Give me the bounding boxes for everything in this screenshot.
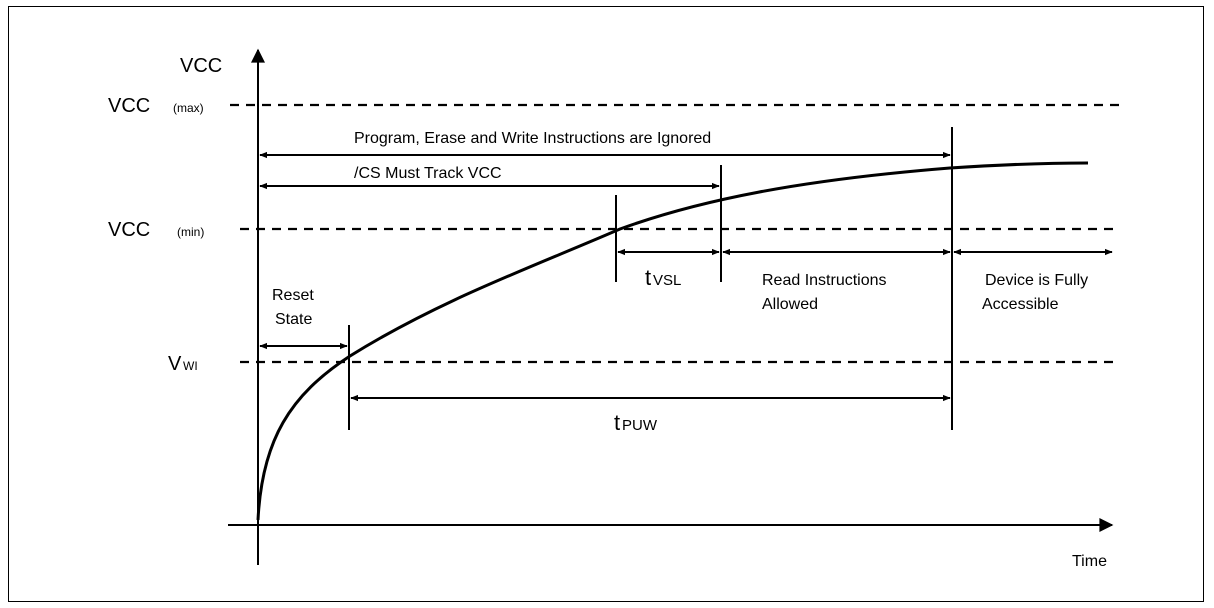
tpuw-label: t PUW	[614, 410, 658, 435]
svg-text:VSL: VSL	[653, 272, 681, 289]
y-axis-label: VCC	[180, 55, 222, 77]
cs-track-label: /CS Must Track VCC	[354, 165, 502, 182]
svg-text:VCC: VCC	[108, 95, 150, 117]
svg-text:Accessible: Accessible	[982, 296, 1059, 313]
read-allowed-label: Read Instructions Allowed	[762, 272, 887, 313]
tvsl-label: t VSL	[645, 265, 681, 290]
vcc-max-label: VCC (max)	[108, 95, 204, 117]
svg-text:(max): (max)	[173, 101, 204, 115]
svg-text:Read Instructions: Read Instructions	[762, 272, 887, 289]
svg-text:t: t	[614, 410, 620, 435]
svg-text:Allowed: Allowed	[762, 296, 818, 313]
vcc-rise-curve	[256, 161, 1089, 521]
reset-state-label: Reset State	[272, 287, 314, 328]
svg-text:V: V	[168, 353, 182, 375]
vcc-min-label: VCC (min)	[108, 219, 204, 241]
fully-accessible-label: Device is Fully Accessible	[982, 272, 1088, 313]
x-axis-label: Time	[1072, 553, 1107, 570]
svg-text:VCC: VCC	[108, 219, 150, 241]
svg-text:PUW: PUW	[622, 417, 658, 434]
svg-text:WI: WI	[183, 359, 198, 373]
ignored-label: Program, Erase and Write Instructions ar…	[354, 130, 711, 147]
svg-text:(min): (min)	[177, 225, 204, 239]
vwi-label: V WI	[168, 353, 198, 375]
svg-text:Device is Fully: Device is Fully	[985, 272, 1088, 289]
svg-text:t: t	[645, 265, 651, 290]
svg-text:Reset: Reset	[272, 287, 314, 304]
svg-text:State: State	[275, 311, 312, 328]
